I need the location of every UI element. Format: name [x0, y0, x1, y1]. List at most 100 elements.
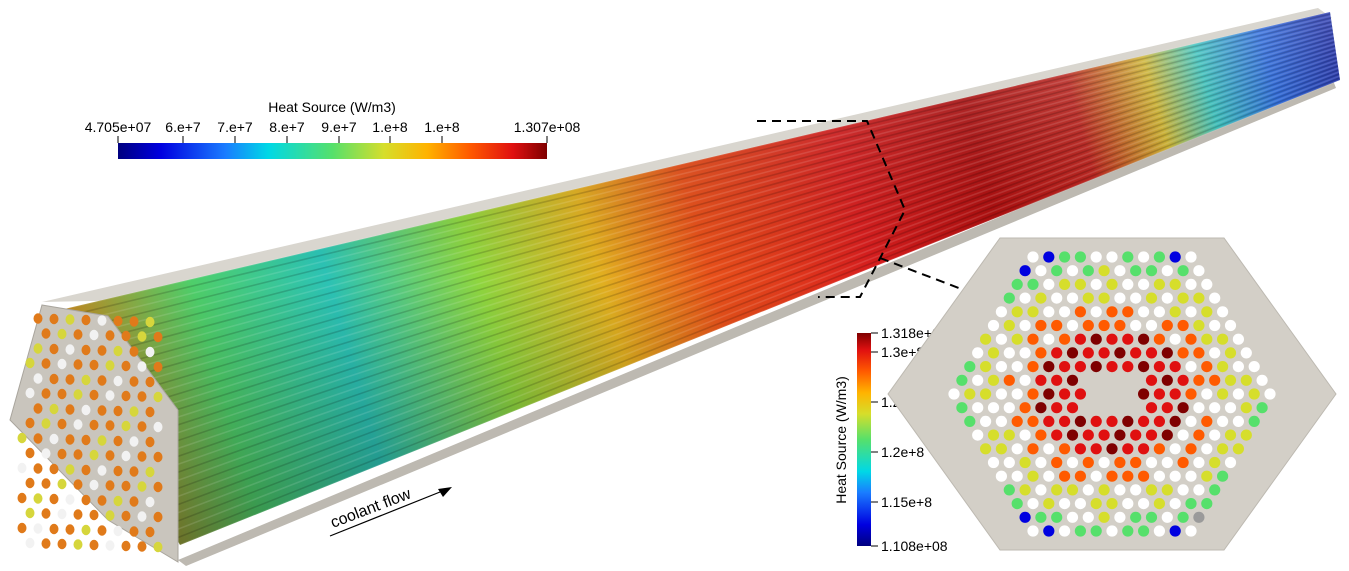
colorbar-top-tick-label: 1.e+8	[424, 119, 460, 135]
cross-section-pin	[1224, 374, 1237, 386]
cross-section-pin	[1043, 470, 1055, 482]
cross-section-pin	[1090, 251, 1102, 263]
cross-section-pin	[1011, 278, 1023, 290]
rod-line	[158, 67, 1339, 505]
cross-section-pin	[972, 429, 984, 441]
end-face-rod-hole	[89, 479, 99, 491]
cross-section-pin	[1106, 470, 1118, 482]
rod-line	[84, 25, 1333, 360]
zoom-outline	[757, 120, 907, 298]
end-face-rod-hole	[121, 540, 131, 552]
cross-section-pin	[1043, 498, 1055, 510]
cross-section-pin	[1011, 415, 1023, 427]
cross-section-pin	[1051, 484, 1063, 496]
cross-section-pin	[1177, 374, 1189, 386]
cross-section-pin	[1059, 525, 1071, 537]
cross-section-pin	[980, 443, 992, 455]
end-face-rod-hole	[137, 451, 147, 462]
end-face-rod-hole	[25, 387, 35, 399]
end-face-rod-hole	[89, 449, 99, 461]
rod-line	[133, 53, 1337, 456]
colorbar-right-tick-label: 1.3e+8	[881, 344, 924, 360]
cross-section-pin	[1066, 402, 1079, 414]
end-face-rod-hole	[25, 537, 35, 549]
cross-section-pin	[1153, 361, 1165, 373]
end-face-rod-hole	[121, 510, 131, 522]
end-face-rod-hole	[25, 357, 35, 369]
rod-line	[88, 27, 1333, 367]
cross-section-pin	[1177, 265, 1189, 277]
cross-section-pin	[1027, 278, 1039, 290]
end-face-rod-hole	[73, 449, 83, 460]
cross-section-pin	[987, 347, 1000, 359]
end-face-rod-hole	[137, 391, 147, 402]
end-face-rod-hole	[89, 539, 99, 551]
cross-section-pin	[1098, 456, 1110, 469]
end-face-rod-hole	[81, 524, 91, 536]
cross-section-pin	[1003, 292, 1015, 304]
end-face-rod-hole	[97, 495, 107, 506]
rod-line	[77, 21, 1332, 346]
end-face-rod-hole	[33, 433, 43, 444]
cross-section-pin	[1232, 333, 1244, 345]
cross-section-pin	[1074, 333, 1086, 345]
cross-section-pin	[1256, 402, 1268, 414]
cross-section-pin	[1019, 265, 1031, 277]
cross-section-pin	[1122, 306, 1134, 318]
housing-bottom-face	[178, 78, 1336, 566]
cross-section-pin	[1035, 456, 1047, 469]
cross-section-pin	[1090, 443, 1102, 455]
cross-section-pin	[1035, 429, 1047, 441]
cross-section-pin	[1106, 525, 1118, 537]
cross-section-pin	[1035, 265, 1047, 277]
cross-section-pin	[1106, 251, 1118, 263]
end-face-rod-hole	[65, 314, 75, 325]
colorbar-right-title: Heat Source (W/m3)	[833, 376, 849, 504]
cross-section-pin	[1043, 415, 1055, 427]
cross-section-pin	[972, 347, 984, 359]
cross-section-pin	[1138, 470, 1150, 482]
end-face-rod-hole	[57, 418, 67, 430]
cross-section-pin	[1264, 388, 1276, 400]
cross-section-pin	[1106, 415, 1118, 427]
cross-section-pin	[1161, 347, 1173, 359]
rod-line	[176, 77, 1341, 539]
cross-section-pin	[1217, 333, 1229, 345]
cross-section-pin	[1082, 265, 1094, 277]
cross-section-pin	[1193, 265, 1205, 277]
cross-section-pin	[956, 402, 968, 414]
cross-section-pin	[1138, 525, 1150, 537]
end-face-rod-hole	[121, 360, 131, 372]
cross-section-pin	[1240, 429, 1252, 441]
cross-section-pin	[1185, 278, 1197, 290]
colorbar-right-gradient	[857, 333, 871, 546]
colorbar-top: Heat Source (W/m3) 4.705e+07 6.e+7 7.e+7…	[85, 99, 580, 159]
cross-section-pin	[1011, 470, 1023, 482]
cross-section-pin	[1098, 511, 1110, 523]
cross-section-pin	[1059, 498, 1071, 510]
cross-section-pin	[1027, 361, 1039, 373]
cross-section-pin	[1027, 525, 1039, 537]
cross-section-pin	[1098, 484, 1110, 496]
cross-section-pin	[1114, 484, 1126, 496]
cross-section-pin	[1217, 470, 1229, 482]
cross-section-pin	[1185, 525, 1197, 537]
rod-line	[80, 23, 1332, 353]
end-face-rod-hole	[57, 358, 67, 370]
cross-section-pin	[1066, 292, 1079, 304]
cross-section-pin	[1185, 415, 1197, 427]
cross-section-pin	[1130, 265, 1142, 277]
cross-section-pin	[1106, 306, 1118, 318]
cross-section-pin	[1098, 347, 1110, 359]
end-face-rod-hole	[153, 511, 163, 523]
end-face-rod-hole	[121, 390, 131, 402]
cross-section-pin	[1043, 251, 1055, 263]
colorbar-top-tick-label: 6.e+7	[165, 119, 201, 135]
cross-section-pin	[1035, 319, 1047, 332]
cross-section-pin	[1082, 347, 1094, 359]
cross-section-pin	[948, 388, 960, 400]
cross-section-pin	[1043, 333, 1055, 345]
rod-line	[144, 59, 1338, 477]
cross-section-pin	[1185, 443, 1197, 455]
cross-section-pin	[1098, 265, 1110, 277]
